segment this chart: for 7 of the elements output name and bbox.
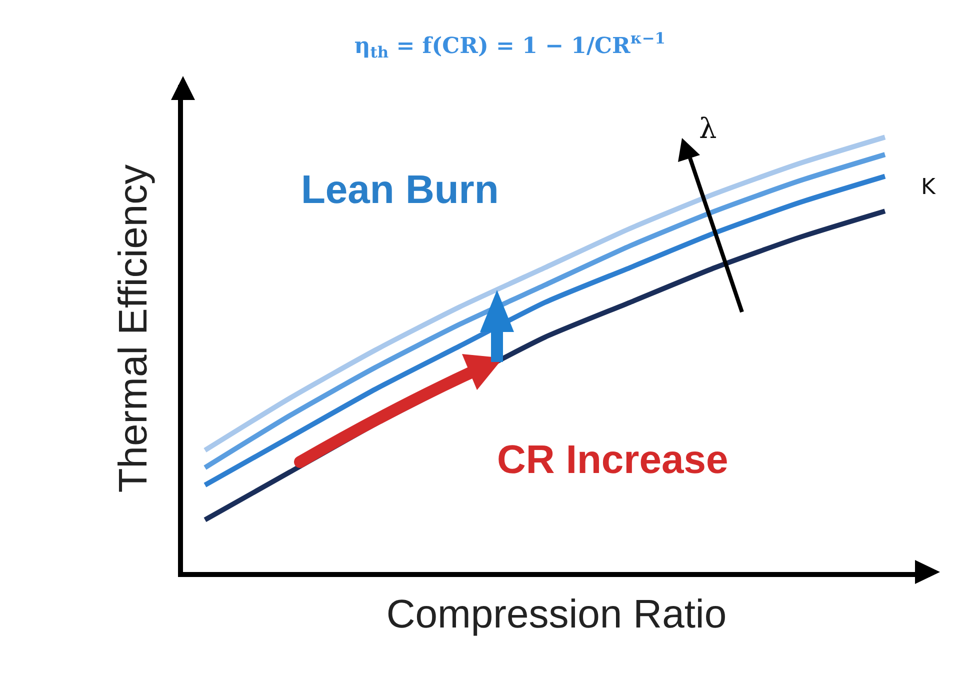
annotation: λ	[699, 112, 717, 145]
chart-title: η$_{th}$ = f(CR) = 1 − 1/CR$^{κ−1}$	[354, 30, 666, 62]
annotation: Lean Burn	[301, 168, 499, 212]
annotation: K	[921, 175, 936, 200]
annotation: CR Increase	[497, 438, 728, 482]
y-axis-title: Thermal Efficiency	[112, 164, 156, 493]
x-axis-title: Compression Ratio	[386, 592, 727, 636]
